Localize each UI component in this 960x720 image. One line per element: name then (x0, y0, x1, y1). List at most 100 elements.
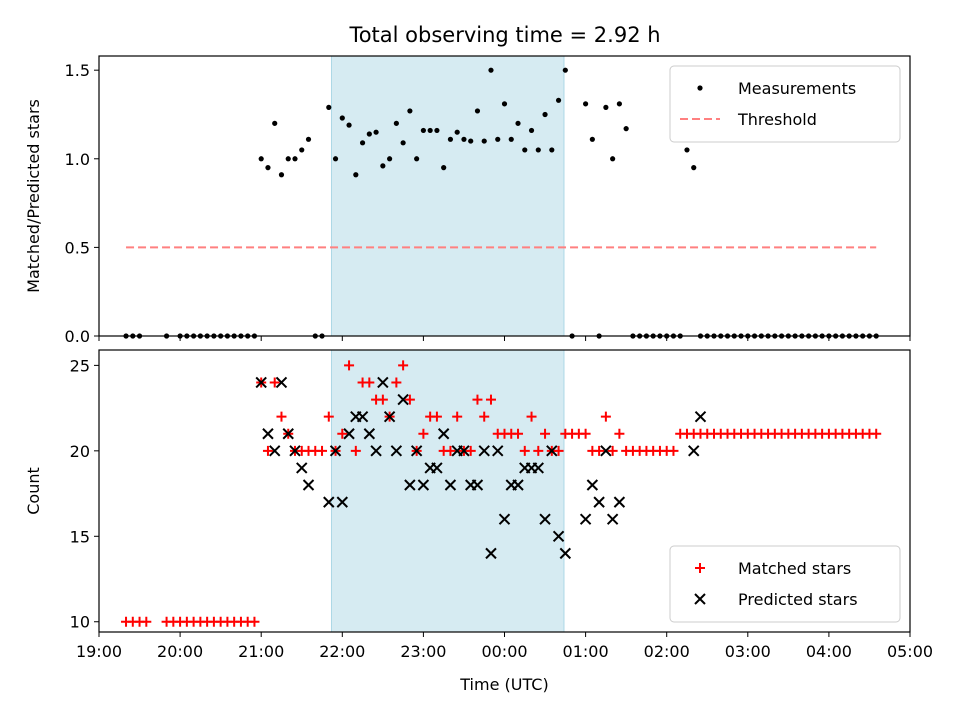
predicted-star-point (282, 428, 294, 440)
predicted-star-point (390, 445, 403, 457)
predicted-star-point (546, 445, 558, 457)
count-panel: 19:00 20:00 21:00 22:00 23:00 00:00 01:00 02:00… (24, 349, 933, 694)
predicted-star-point (356, 410, 369, 423)
predicted-star-point (343, 428, 355, 440)
measurement-point (441, 165, 447, 171)
x-tick-label: 21:00 (238, 642, 284, 661)
matched-star-point (404, 394, 415, 405)
measurement-point (407, 108, 413, 114)
matched-star-point (553, 445, 564, 456)
predicted-star-point (289, 445, 301, 457)
matched-star-point (485, 394, 496, 405)
legend-entry-label: Matched stars (738, 559, 851, 578)
measurement-point (285, 156, 291, 162)
measurement-point (481, 138, 487, 144)
matched-star-point (431, 411, 442, 422)
predicted-star-point (600, 445, 612, 457)
predicted-star-point (262, 428, 274, 440)
matched-star-point (344, 360, 355, 371)
measurement-point (501, 101, 508, 107)
predicted-star-point (532, 462, 544, 474)
x-tick-label: 22:00 (319, 642, 365, 661)
measurement-point (326, 104, 332, 110)
measurement-point (373, 129, 379, 135)
measurement-point (684, 147, 690, 153)
measurement-point (339, 115, 345, 121)
legend: Measurements Threshold (669, 65, 901, 143)
legend-measurement-swatch (697, 85, 703, 91)
measurement-point (292, 156, 298, 162)
predicted-star-point (255, 376, 267, 389)
predicted-star-point (383, 410, 396, 423)
predicted-star-point (437, 428, 450, 440)
legend: Matched stars Predicted stars (669, 545, 901, 623)
matched-star-point (317, 445, 328, 456)
y-axis-label: Matched/Predicted stars (24, 99, 43, 293)
matched-star-point (350, 445, 361, 456)
measurement-point (299, 147, 305, 153)
matched-star-point (871, 428, 882, 439)
measurement-point (549, 147, 555, 153)
predicted-star-point (471, 479, 484, 491)
predicted-star-point (329, 445, 342, 457)
predicted-star-point (492, 445, 504, 457)
matched-star-point (533, 445, 544, 456)
predicted-star-point (370, 445, 382, 457)
predicted-star-point (485, 547, 497, 560)
predicted-star-point (694, 410, 707, 423)
predicted-star-point (404, 479, 416, 491)
measurement-point (616, 101, 622, 107)
measurement-point (305, 136, 312, 142)
observing-span-shade (330, 55, 565, 337)
predicted-star-point (559, 547, 572, 560)
measurement-point (461, 136, 467, 142)
predicted-star-point (586, 479, 599, 491)
predicted-star-point (302, 479, 315, 491)
predicted-star-point (539, 513, 551, 525)
predicted-star-point (593, 496, 605, 508)
matched-star-point (668, 445, 679, 456)
measurement-point (278, 172, 285, 178)
measurement-point (603, 104, 609, 110)
predicted-star-point (444, 479, 457, 491)
measurement-point (346, 122, 352, 128)
predicted-star-point (512, 479, 524, 491)
series-predicted-stars (255, 376, 707, 560)
y-tick-label: 15 (70, 527, 90, 546)
matched-star-point (465, 445, 476, 456)
measurement-point (495, 136, 501, 142)
matched-star-point (377, 394, 388, 405)
legend-predicted-swatch (694, 593, 706, 605)
matched-star-point (323, 411, 334, 422)
predicted-star-point (417, 479, 430, 491)
x-tick-label: 20:00 (157, 642, 203, 661)
matched-star-point (269, 377, 280, 388)
predicted-star-point (552, 530, 565, 542)
y-axis-label: Count (24, 467, 43, 515)
matched-star-point (418, 428, 429, 439)
measurement-point (468, 138, 474, 144)
predicted-star-point (613, 496, 626, 508)
measurement-point (420, 127, 426, 134)
measurement-point (583, 101, 589, 107)
measurement-point (522, 147, 528, 153)
measurement-point (414, 156, 420, 162)
measurement-point (610, 156, 616, 162)
matched-star-point (479, 411, 490, 422)
x-tick-label: 01:00 (563, 642, 609, 661)
measurement-point (589, 136, 595, 142)
matched-star-point (594, 445, 605, 456)
x-tick-label: 05:00 (887, 642, 933, 661)
predicted-star-point (606, 513, 619, 525)
predicted-star-point (688, 445, 700, 457)
y-tick-label: 10 (70, 613, 90, 632)
predicted-star-point (498, 513, 511, 525)
y-tick-label: 1.0 (65, 150, 90, 169)
measurement-point (332, 156, 339, 162)
y-tick-label: 0.5 (65, 238, 90, 257)
measurement-point (427, 127, 433, 134)
legend-entry-label: Predicted stars (738, 590, 858, 609)
matched-star-point (276, 411, 287, 422)
measurement-point (515, 120, 521, 126)
